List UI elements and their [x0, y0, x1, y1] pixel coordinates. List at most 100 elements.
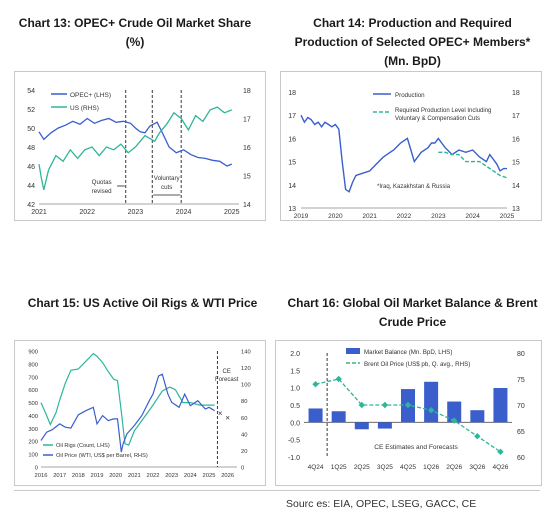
chart16-bar — [308, 408, 323, 423]
chart14-xtick: 2019 — [294, 213, 309, 220]
chart13-svg: 42 44 46 48 50 52 54 14 15 16 17 18 2021 2022 2023 2024… — [27, 88, 251, 216]
chart13-xtick: 2022 — [79, 209, 95, 216]
chart16-price-marker — [381, 401, 389, 409]
chart14-note: *Iraq, Kazakhstan & Russia — [377, 184, 451, 190]
chart16-legend-label: Market Balance (Mn. BpD, LHS) — [364, 349, 452, 356]
chart15-ytick-right: 80 — [241, 399, 247, 405]
chart15-xtick: 2022 — [147, 473, 160, 479]
source-note: Sourc es: EIA, OPEC, LSEG, GACC, CE — [286, 498, 477, 510]
chart13-ytick-left: 42 — [27, 202, 35, 209]
chart15-forecast-marker: × — [225, 413, 230, 422]
chart14-series-line — [300, 114, 507, 193]
chart16-xtick: 3Q26 — [469, 464, 485, 471]
chart14-legend-label: Required Production Level Including — [395, 108, 491, 114]
chart14-ytick-right: 13 — [512, 206, 520, 213]
chart16-ytick-left: 1.5 — [290, 368, 300, 375]
chart13-ytick-left: 46 — [27, 164, 35, 171]
chart15-ytick-left: 500 — [28, 401, 38, 407]
chart13-ytick-right: 18 — [243, 88, 251, 95]
chart13-ytick-right: 17 — [243, 117, 251, 124]
chart15-ytick-right: 20 — [241, 449, 247, 455]
chart16-ytick-right: 80 — [517, 351, 525, 358]
chart15-title: Chart 15: US Active Oil Rigs & WTI Price — [20, 294, 265, 313]
chart13-annotation-cuts: cuts — [161, 184, 172, 191]
chart14-title-line3: (Mn. BpD) — [384, 54, 441, 68]
chart15-legend-label: Oil Price (WTI, US$ per Barrel, RHS) — [56, 453, 148, 459]
chart14-xtick: 2022 — [397, 213, 412, 220]
chart14-series-line — [438, 151, 508, 179]
chart14-title: Chart 14: Production and Required Produc… — [275, 14, 550, 71]
chart16-ytick-left: 0.0 — [290, 420, 300, 427]
chart14-ytick-left: 18 — [288, 90, 296, 97]
chart15-ytick-left: 200 — [28, 440, 38, 446]
chart15-xtick: 2021 — [128, 473, 141, 479]
chart14-ytick-right: 17 — [512, 113, 520, 120]
chart16-bar — [493, 388, 508, 423]
chart15-ytick-right: 100 — [241, 383, 251, 389]
chart13-ytick-left: 52 — [27, 107, 35, 114]
chart14-ytick-left: 15 — [288, 160, 296, 167]
chart15-svg: 0 100 200 300 400 500 600 700 800 900 0 20 40 60 80 100… — [28, 350, 251, 480]
chart13-title: Chart 13: OPEC+ Crude Oil Market Share (… — [10, 14, 260, 52]
chart16-bar — [331, 411, 346, 423]
chart14-ytick-left: 16 — [288, 136, 296, 143]
chart13-xtick: 2023 — [128, 209, 144, 216]
chart16-xtick: 4Q25 — [400, 464, 416, 471]
chart13-annotation-quotas: Quotas — [92, 179, 112, 186]
chart14-ytick-left: 14 — [288, 183, 296, 190]
chart13-title-line1: Chart 13: OPEC+ Crude Oil Market Share — [18, 16, 252, 30]
chart15-series-line — [40, 352, 215, 446]
chart16-legend-swatch — [346, 348, 360, 354]
chart15-ytick-left: 100 — [28, 453, 38, 459]
chart14-xtick: 2023 — [431, 213, 446, 220]
chart15-xtick: 2016 — [35, 473, 48, 479]
chart13-legend-label: US (RHS) — [70, 105, 99, 112]
chart15-ytick-right: 60 — [241, 416, 247, 422]
chart16-bar — [447, 401, 462, 423]
chart14-ytick-left: 13 — [288, 206, 296, 213]
chart13-xtick: 2025 — [224, 209, 240, 216]
chart13-ytick-right: 15 — [243, 174, 251, 181]
chart16-ytick-right: 70 — [517, 403, 525, 410]
chart15-xtick: 2018 — [72, 473, 85, 479]
chart16-ytick-right: 60 — [517, 455, 525, 462]
chart15-ytick-left: 300 — [28, 427, 38, 433]
chart15-ytick-left: 700 — [28, 375, 38, 381]
chart13-series-line — [38, 106, 233, 190]
chart14-ytick-right: 14 — [512, 183, 520, 190]
chart16-bar — [377, 422, 392, 429]
chart14-panel: 13 14 15 16 17 18 13 14 15 16 17 18 2019 2020 2021 2022… — [280, 71, 542, 221]
chart16-xtick: 2Q25 — [354, 464, 370, 471]
chart16-ytick-left: 1.0 — [290, 386, 300, 393]
chart16-price-marker — [427, 407, 435, 414]
chart13-ytick-left: 54 — [27, 88, 35, 95]
chart15-xtick: 2017 — [53, 473, 66, 479]
chart15-xtick: 2019 — [91, 473, 104, 479]
chart14-title-line2: Production of Selected OPEC+ Members* — [294, 35, 531, 49]
chart14-svg: 13 14 15 16 17 18 13 14 15 16 17 18 2019 2020 2021 2022… — [288, 90, 520, 220]
chart16-ytick-right: 75 — [517, 377, 525, 384]
chart14-xtick: 2020 — [328, 213, 343, 220]
chart16-title-line2: Crude Price — [378, 315, 447, 329]
chart15-xtick: 2024 — [184, 473, 198, 479]
chart16-xtick: 4Q26 — [492, 464, 508, 471]
chart14-title-line1: Chart 14: Production and Required — [313, 16, 512, 30]
chart16-svg: -1.0 -0.5 0.0 0.5 1.0 1.5 2.0 60 65 70 75 80 4Q24 1Q2… — [288, 348, 525, 471]
chart15-annotation-forecast: Forecast — [215, 377, 239, 383]
chart16-legend-label: Brent Oil Price (US$ pb, Q. avg., RHS) — [364, 361, 470, 368]
chart16-xtick: 2Q26 — [446, 464, 462, 471]
chart16-ytick-left: -1.0 — [288, 455, 300, 462]
chart14-xtick: 2025 — [500, 213, 515, 220]
chart15-xtick: 2025 — [203, 473, 216, 479]
chart15-annotation-ce: CE — [223, 369, 231, 375]
chart14-ytick-left: 17 — [288, 113, 296, 120]
chart16-xtick: 4Q24 — [308, 464, 324, 471]
chart14-legend-label: Voluntary & Compensation Cuts — [395, 116, 480, 122]
chart14-ytick-right: 15 — [512, 160, 520, 167]
chart16-ytick-right: 65 — [517, 429, 525, 436]
chart15-ytick-right: 0 — [241, 466, 244, 472]
chart16-xtick: 3Q25 — [377, 464, 393, 471]
chart13-ytick-right: 14 — [243, 202, 251, 209]
chart14-legend-label: Production — [395, 92, 425, 99]
chart14-xtick: 2021 — [362, 213, 377, 220]
